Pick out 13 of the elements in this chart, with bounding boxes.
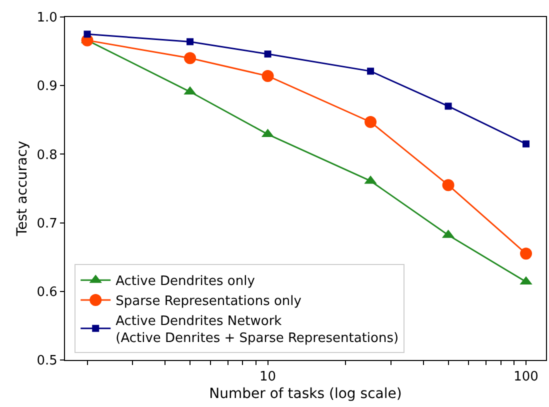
y-tick-label: 0.6 <box>36 284 58 300</box>
y-tick-label: 0.7 <box>36 216 58 232</box>
x-tick-label: 100 <box>514 370 538 385</box>
legend-label: Active Dendrites only <box>116 274 256 290</box>
y-tick-label: 0.5 <box>36 354 58 369</box>
y-tick-label: 0.9 <box>36 79 58 94</box>
y-axis-title: Test accuracy <box>14 140 30 238</box>
y-tick-label: 0.8 <box>36 148 58 163</box>
y-tick-label: 1.0 <box>36 10 58 26</box>
x-axis-title: Number of tasks (log scale) <box>209 386 402 402</box>
legend-label: Sparse Representations only <box>116 294 302 310</box>
x-tick-label: 10 <box>259 370 276 385</box>
legend-label: Active Dendrites Network (Active Denrites + Sparse Representations) <box>116 314 399 346</box>
